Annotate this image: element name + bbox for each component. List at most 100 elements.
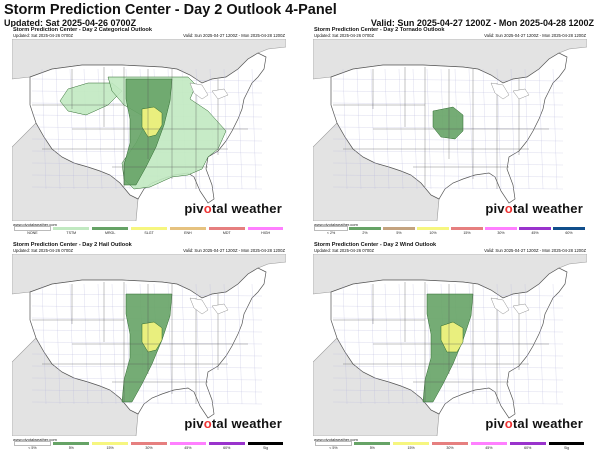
wind-legend: < 5% 5% 15% 30% 45% 60% Sig [314,441,586,450]
legend-label: TSTM [66,230,77,235]
legend-swatch [393,442,430,445]
legend-swatch [53,227,90,230]
legend-label: 60% [223,445,231,450]
legend-item: TSTM [52,227,91,235]
legend-swatch [383,227,415,230]
legend-item: MRGL [91,227,130,235]
legend-label: 15% [106,445,114,450]
legend-label: 15% [407,445,415,450]
source-url: www.pivotalweather.com [13,437,57,442]
legend-label: 2% [362,230,368,235]
county-line [31,389,263,393]
wind-map [313,254,587,436]
legend-item: 30% [431,442,470,450]
county-line [332,401,564,405]
legend-swatch [169,442,206,445]
county-line [356,283,362,405]
legend-label: 30% [145,445,153,450]
panel-updated: Updated: Sat 2025-04-26 0700Z [13,248,74,253]
categorical-map [12,39,286,221]
legend-item: HIGH [246,227,285,235]
wind-15pct-area [440,321,464,353]
great-lakes [189,82,209,100]
county-line [31,377,263,381]
legend-swatch [519,227,551,230]
county-line [41,68,47,190]
legend-swatch [208,442,245,445]
legend-item: 45% [168,442,207,450]
legend-label: 30% [497,230,505,235]
legend-item: 45% [518,227,552,235]
legend-label: MDT [222,230,231,235]
legend-item: < 2% [314,226,348,235]
legend-item: 15% [91,442,130,450]
source-url: www.pivotalweather.com [13,222,57,227]
panel-title: Storm Prediction Center - Day 2 Categori… [13,27,152,33]
county-line [31,401,263,405]
legend-swatch [470,442,507,445]
wind-panel: Storm Prediction Center - Day 2 Wind Out… [311,242,589,452]
panel-title: Storm Prediction Center - Day 2 Wind Out… [314,242,437,248]
legend-swatch [208,227,245,230]
legend-label: 60% [524,445,532,450]
panel-updated: Updated: Sat 2025-04-26 0700Z [314,248,375,253]
legend-item: 15% [450,227,484,235]
county-line [55,283,61,405]
legend-swatch [131,442,167,445]
legend-item: 60% [508,442,547,450]
legend-swatch [485,227,517,230]
legend-label: Sig [563,445,570,450]
legend-swatch [131,227,167,230]
legend-item: NONE [13,226,52,235]
county-line [332,78,564,82]
county-line [342,283,348,405]
hail-legend: < 5% 5% 15% 30% 45% 60% Sig [13,441,285,450]
legend-swatch [553,227,585,230]
hail-15pct-area [141,321,163,353]
legend-swatch [548,442,585,445]
legend-item: 5% [52,442,91,450]
legend-swatch [509,442,546,445]
panel-updated: Updated: Sat 2025-04-26 0700Z [13,33,74,38]
legend-swatch [451,227,483,230]
legend-item: 30% [484,227,518,235]
great-lakes [512,303,530,315]
source-url: www.pivotalweather.com [314,437,358,442]
county-line [332,174,564,178]
legend-swatch [13,441,52,446]
legend-label: MRGL [104,230,116,235]
legend-item: 60% [552,227,586,235]
county-line [332,377,564,381]
page-title: Storm Prediction Center - Day 2 Outlook … [4,2,337,18]
county-line [55,68,61,190]
legend-item: 2% [348,227,382,235]
county-line [342,68,348,190]
county-line [332,186,564,190]
source-url: www.pivotalweather.com [314,222,358,227]
legend-item: MDT [207,227,246,235]
legend-label: 45% [184,445,192,450]
pivotal-weather-logo: pivotal weather [485,201,583,216]
legend-swatch [92,442,129,445]
tornado-map [313,39,587,221]
panel-valid: Valid: Sun 2025-04-27 1200Z - Mon 2025-0… [484,33,586,38]
panel-title: Storm Prediction Center - Day 2 Tornado … [314,27,445,33]
tornado-legend: < 2% 2% 5% 10% 15% 30% 45% 60% [314,226,586,235]
legend-item: 45% [469,442,508,450]
legend-item: 30% [130,442,169,450]
county-line [41,283,47,405]
legend-item: < 5% [13,441,52,450]
legend-label: < 5% [28,445,37,450]
legend-item: Sig [547,442,586,450]
legend-label: ENH [184,230,192,235]
hail-panel: Storm Prediction Center - Day 2 Hail Out… [10,242,288,452]
legend-label: 60% [565,230,573,235]
great-lakes [512,88,530,100]
county-line [356,68,362,190]
legend-label: 10% [429,230,437,235]
hail-map [12,254,286,436]
great-lakes [211,88,229,100]
great-lakes [211,303,229,315]
county-line [332,102,564,106]
legend-swatch [13,226,52,231]
